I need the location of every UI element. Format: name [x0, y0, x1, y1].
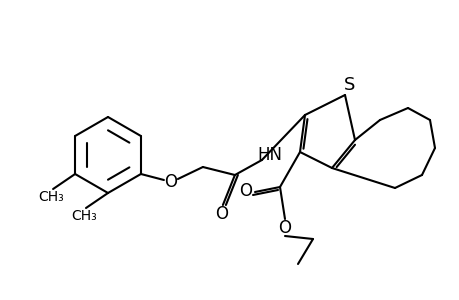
Text: O: O: [278, 219, 291, 237]
Text: CH₃: CH₃: [71, 209, 97, 223]
Text: S: S: [344, 76, 355, 94]
Text: HN: HN: [257, 146, 282, 164]
Text: O: O: [239, 182, 252, 200]
Text: O: O: [215, 205, 228, 223]
Text: O: O: [164, 173, 177, 191]
Text: CH₃: CH₃: [38, 190, 64, 204]
